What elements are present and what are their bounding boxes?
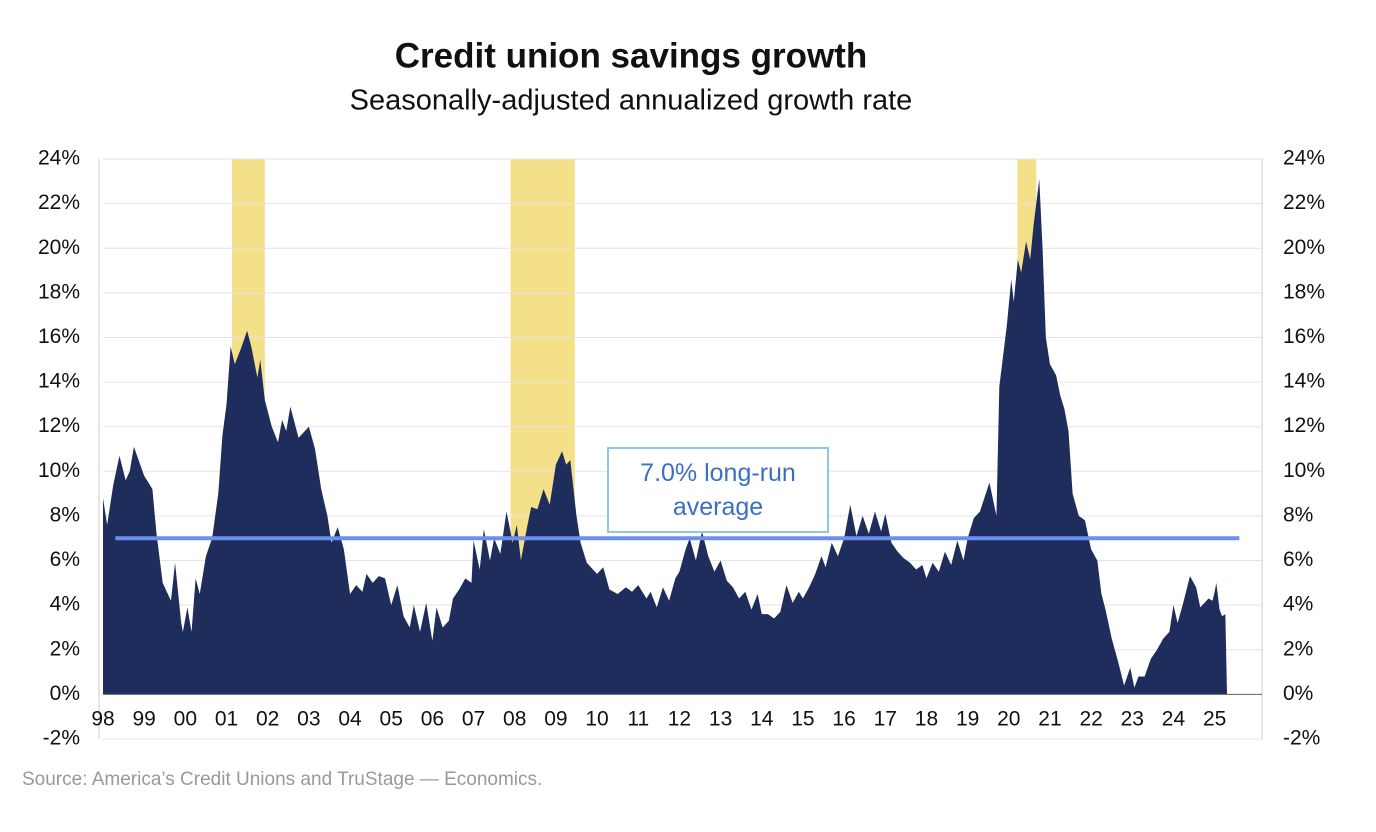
y-tick-label: -2% <box>43 727 80 750</box>
y2-tick-label: 24% <box>1283 147 1325 170</box>
chart-subtitle: Seasonally-adjusted annualized growth ra… <box>350 85 913 117</box>
y-tick-label: 24% <box>38 147 80 170</box>
y-tick-label: 18% <box>38 280 80 303</box>
y2-tick-label: 14% <box>1283 370 1325 393</box>
y-tick-label: 4% <box>50 593 80 616</box>
y-tick-label: 10% <box>38 459 80 482</box>
y-tick-label: 16% <box>38 325 80 348</box>
y2-tick-label: 10% <box>1283 459 1325 482</box>
source: Source: America’s Credit Unions and TruS… <box>22 769 542 790</box>
y-tick-label: 12% <box>38 414 80 437</box>
x-tick-label: 04 <box>338 708 362 731</box>
y-tick-label: 0% <box>50 682 80 705</box>
x-tick-label: 09 <box>544 708 567 731</box>
y2-tick-label: 20% <box>1283 236 1325 259</box>
x-tick-label: 11 <box>627 708 649 731</box>
y2-tick-label: 2% <box>1283 637 1313 660</box>
x-tick-label: 10 <box>585 708 608 731</box>
x-tick-label: 02 <box>256 708 279 731</box>
y2-tick-label: 22% <box>1283 191 1325 214</box>
x-tick-label: 20 <box>997 708 1020 731</box>
y-tick-label: 8% <box>50 503 80 526</box>
x-tick-label: 00 <box>174 708 197 731</box>
y-tick-label: 22% <box>38 191 80 214</box>
x-tick-label: 07 <box>462 708 485 731</box>
x-tick-label: 17 <box>874 708 897 731</box>
chart-title: Credit union savings growth <box>395 36 868 75</box>
y-tick-label: 20% <box>38 236 80 259</box>
y-tick-label: 2% <box>50 637 80 660</box>
x-tick-label: 23 <box>1121 708 1144 731</box>
y2-tick-label: 12% <box>1283 414 1325 437</box>
y2-tick-label: -2% <box>1283 727 1320 750</box>
area <box>103 179 1228 695</box>
x-tick-label: 15 <box>791 708 814 731</box>
x-tick-label: 24 <box>1162 708 1186 731</box>
y2-tick-label: 4% <box>1283 593 1313 616</box>
x-tick-label: 01 <box>215 708 238 731</box>
y2-tick-label: 6% <box>1283 548 1313 571</box>
x-tick-label: 13 <box>709 708 732 731</box>
x-tick-label: 25 <box>1203 708 1226 731</box>
plot: -2% 0% 2% 4% 6% 8% 10% 12% 14% 16% 18% 20% 22% 24% -2%… <box>38 147 1325 750</box>
x-tick-label: 18 <box>915 708 938 731</box>
x-tick-label: 16 <box>832 708 855 731</box>
y2-tick-label: 16% <box>1283 325 1325 348</box>
y2-tick-label: 18% <box>1283 280 1325 303</box>
x-tick-label: 06 <box>421 708 444 731</box>
x-tick-label: 14 <box>750 708 774 731</box>
annotation: 7.0% long-run average <box>607 447 829 533</box>
x-tick-label: 03 <box>297 708 320 731</box>
x-tick-label: 22 <box>1079 708 1102 731</box>
x-tick-label: 08 <box>503 708 526 731</box>
x-tick-label: 98 <box>91 708 114 731</box>
x-tick-label: 12 <box>668 708 691 731</box>
y2-tick-label: 0% <box>1283 682 1313 705</box>
x-tick-label: 19 <box>956 708 979 731</box>
x-tick-label: 99 <box>132 708 155 731</box>
y-tick-label: 14% <box>38 370 80 393</box>
x-tick-label: 21 <box>1038 708 1061 731</box>
x-tick-label: 05 <box>380 708 403 731</box>
y2-tick-label: 8% <box>1283 503 1313 526</box>
y-tick-label: 6% <box>50 548 80 571</box>
